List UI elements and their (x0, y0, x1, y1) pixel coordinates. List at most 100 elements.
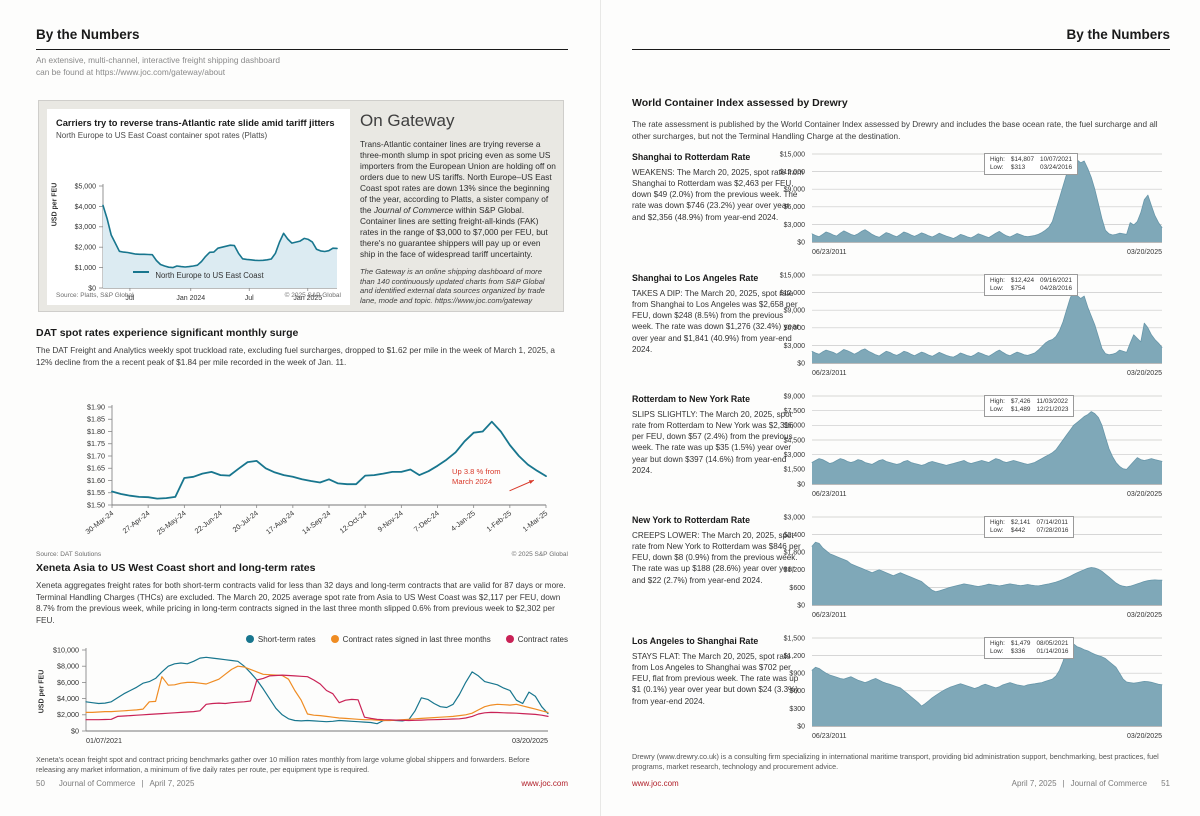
wci-chart-body: CREEPS LOWER: The March 20, 2025, spot r… (632, 531, 801, 585)
xeneta-legend-item-contract-3mo: Contract rates signed in last three mont… (330, 634, 491, 644)
wci-text-block: Rotterdam to New York Rate SLIPS SLIGHTL… (632, 394, 804, 476)
svg-text:$2,000: $2,000 (57, 710, 79, 719)
svg-text:$1,800: $1,800 (784, 550, 806, 557)
low-date: 07/28/2016 (1036, 527, 1069, 535)
svg-text:$1.70: $1.70 (87, 451, 105, 460)
high-label: High: (990, 640, 1005, 647)
svg-text:22-Jun-24: 22-Jun-24 (193, 508, 224, 535)
svg-text:03/20/2025: 03/20/2025 (1127, 370, 1162, 377)
svg-text:14-Sep-24: 14-Sep-24 (300, 508, 332, 536)
low-value: $754 (1010, 285, 1026, 293)
svg-text:$1.50: $1.50 (87, 500, 105, 509)
joc-url: www.joc.com (521, 779, 568, 788)
wci-chart-container: High: $2,141 07/14/2011 Low: $442 07/28/2016… (772, 511, 1170, 623)
short-term-rates-dot-icon (245, 635, 254, 644)
svg-text:9-Nov-24: 9-Nov-24 (376, 508, 405, 533)
xeneta-body: Xeneta aggregates freight rates for both… (36, 581, 566, 625)
page-left: By the Numbers An extensive, multi-chann… (36, 0, 568, 816)
footer-right-text: April 7, 2025 | Journal of Commerce 51 (1012, 779, 1170, 788)
high-label: High: (990, 398, 1005, 405)
footer-separator: | (141, 779, 144, 788)
low-value: $442 (1010, 527, 1026, 535)
xeneta-line-chart: $0 $2,000 $4,000 $6,000 $8,000 $10,000 01/07/2… (42, 642, 566, 745)
low-label: Low: (990, 648, 1004, 656)
wci-row-rotterdam-ny: Rotterdam to New York Rate SLIPS SLIGHTL… (632, 390, 1170, 511)
page-title: By the Numbers (36, 27, 140, 42)
svg-text:$12,000: $12,000 (780, 290, 805, 297)
svg-text:$7,500: $7,500 (784, 408, 806, 415)
svg-text:$6,000: $6,000 (784, 325, 806, 332)
svg-text:03/20/2025: 03/20/2025 (1127, 491, 1162, 498)
page-number: 50 (36, 779, 45, 788)
wci-text-block: Los Angeles to Shanghai Rate STAYS FLAT:… (632, 636, 804, 707)
xeneta-legend-item-contract: Contract rates (505, 635, 568, 644)
dashboard-note: An extensive, multi-channel, interactive… (36, 55, 280, 78)
high-value: $2,141 (1010, 519, 1031, 526)
svg-text:Jan 2025: Jan 2025 (293, 295, 322, 302)
dat-annotation-line1: Up 3.8 % from (452, 467, 501, 476)
svg-text:$0: $0 (88, 285, 96, 292)
wci-chart-container: High: $7,426 11/03/2022 Low: $1,489 12/21/20… (772, 390, 1170, 502)
dashboard-note-line2: can be found at https://www.joc.com/gate… (36, 66, 226, 77)
wci-area-chart: $0 $3,000 $6,000 $9,000 $12,000 $15,000 06/23/… (772, 148, 1170, 260)
low-label: Low: (990, 406, 1004, 414)
svg-text:$600: $600 (789, 585, 805, 592)
platts-y-axis-label: USD per FEU (51, 182, 59, 227)
svg-text:$3,000: $3,000 (784, 452, 806, 459)
high-date: 07/14/2011 (1036, 519, 1068, 526)
xeneta-legend: Short-term rates Contract rates signed i… (36, 635, 568, 644)
svg-text:$10,000: $10,000 (53, 645, 79, 654)
high-value: $1,479 (1010, 640, 1031, 647)
svg-text:4-Jan-25: 4-Jan-25 (449, 508, 477, 533)
high-value: $7,426 (1010, 398, 1031, 405)
wci-row-shanghai-la: Shanghai to Los Angeles Rate TAKES A DIP… (632, 269, 1170, 390)
page-footer-right: www.joc.com April 7, 2025 | Journal of Com… (632, 779, 1170, 788)
svg-text:$9,000: $9,000 (784, 393, 806, 400)
svg-text:$4,000: $4,000 (75, 204, 97, 211)
dat-source: Source: DAT Solutions (36, 551, 102, 558)
wci-chart-container: High: $1,479 08/05/2021 Low: $336 01/14/2016… (772, 632, 1170, 744)
gateway-feature-box: Carriers try to reverse trans-Atlantic r… (38, 100, 564, 312)
low-date: 03/24/2016 (1040, 164, 1073, 172)
xeneta-legend-label: Contract rates signed in last three mont… (342, 634, 491, 644)
issue-date: April 7, 2025 (1011, 779, 1057, 788)
svg-text:$1,500: $1,500 (784, 467, 806, 474)
wci-chart-title: Shanghai to Rotterdam Rate (632, 152, 751, 162)
platts-chart-card: Carriers try to reverse trans-Atlantic r… (47, 109, 350, 305)
high-date: 08/05/2021 (1036, 640, 1069, 647)
issue-date: April 7, 2025 (149, 779, 195, 788)
svg-text:03/20/2025: 03/20/2025 (1127, 733, 1162, 740)
wci-row-shanghai-rotterdam: Shanghai to Rotterdam Rate WEAKENS: The … (632, 148, 1170, 269)
svg-text:$900: $900 (789, 671, 805, 678)
footer-left-text: 50 Journal of Commerce | April 7, 2025 (36, 779, 194, 788)
gateway-body-post: within S&P Global. Container lines are s… (360, 205, 548, 260)
dat-section: DAT spot rates experience significant mo… (36, 327, 568, 558)
svg-text:$1.90: $1.90 (87, 402, 105, 411)
low-value: $313 (1010, 164, 1026, 172)
xeneta-legend-label: Short-term rates (257, 634, 316, 644)
svg-text:1-Mar-25: 1-Mar-25 (521, 508, 550, 533)
wci-intro: The rate assessment is published by the … (632, 120, 1158, 141)
page-title: By the Numbers (1066, 27, 1170, 42)
high-value: $14,807 (1010, 156, 1035, 163)
dat-title: DAT spot rates experience significant mo… (36, 327, 299, 339)
svg-text:$0: $0 (797, 481, 805, 488)
wci-chart-title: Los Angeles to Shanghai Rate (632, 636, 759, 646)
wci-text-block: New York to Rotterdam Rate CREEPS LOWER:… (632, 515, 804, 586)
dashboard-note-line1: An extensive, multi-channel, interactive… (36, 55, 280, 65)
footer-separator: | (1062, 779, 1065, 788)
high-low-box: High: $12,424 09/16/2021 Low: $754 04/28/201… (984, 274, 1079, 296)
masthead-right: By the Numbers (632, 27, 1170, 50)
high-date: 10/07/2021 (1040, 156, 1073, 163)
wci-title: World Container Index assessed by Drewry (632, 97, 848, 109)
platts-copyright: © 2025 S&P Global (284, 292, 341, 299)
svg-text:$1,500: $1,500 (784, 635, 806, 642)
platts-legend-label: North Europe to US East Coast (155, 271, 264, 280)
contract-rates-dot-icon (505, 635, 514, 644)
high-value: $12,424 (1010, 277, 1035, 284)
platts-chart-title: Carriers try to reverse trans-Atlantic r… (56, 118, 335, 128)
svg-text:$0: $0 (797, 602, 805, 609)
low-value: $336 (1010, 648, 1026, 656)
svg-text:Jul: Jul (245, 295, 254, 302)
dat-line-chart: $1.50 $1.55 $1.60 $1.65 $1.70 $1.75 $1.80 $1.85… (56, 397, 562, 551)
